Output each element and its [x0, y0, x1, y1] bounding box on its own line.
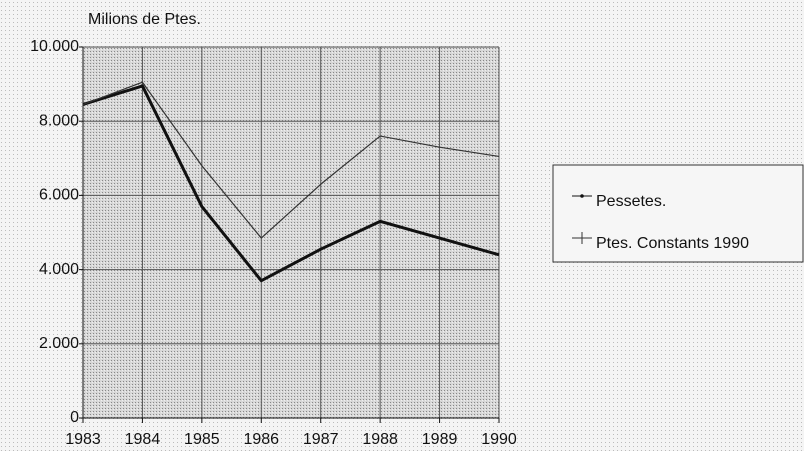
y-tick-label: 8.000 — [39, 112, 79, 129]
legend-label: Pessetes. — [596, 193, 666, 210]
y-tick-label: 10.000 — [30, 38, 79, 55]
y-tick-label: 0 — [70, 409, 79, 426]
x-tick-label: 1990 — [481, 431, 517, 448]
y-tick-label: 6.000 — [39, 187, 79, 204]
y-axis-label: Milions de Ptes. — [88, 11, 201, 28]
legend-marker — [580, 194, 584, 198]
x-tick-label: 1986 — [243, 431, 279, 448]
x-tick-label: 1983 — [65, 431, 101, 448]
legend-label: Ptes. Constants 1990 — [596, 235, 749, 252]
plot-area — [83, 47, 499, 418]
x-tick-label: 1988 — [362, 431, 398, 448]
x-tick-label: 1985 — [184, 431, 220, 448]
y-tick-label: 4.000 — [39, 261, 79, 278]
series-line — [82, 81, 500, 239]
series-line — [82, 84, 500, 283]
x-tick-label: 1984 — [125, 431, 161, 448]
y-tick-label: 2.000 — [39, 335, 79, 352]
x-tick-label: 1989 — [422, 431, 458, 448]
legend — [552, 164, 804, 263]
x-tick-label: 1987 — [303, 431, 339, 448]
